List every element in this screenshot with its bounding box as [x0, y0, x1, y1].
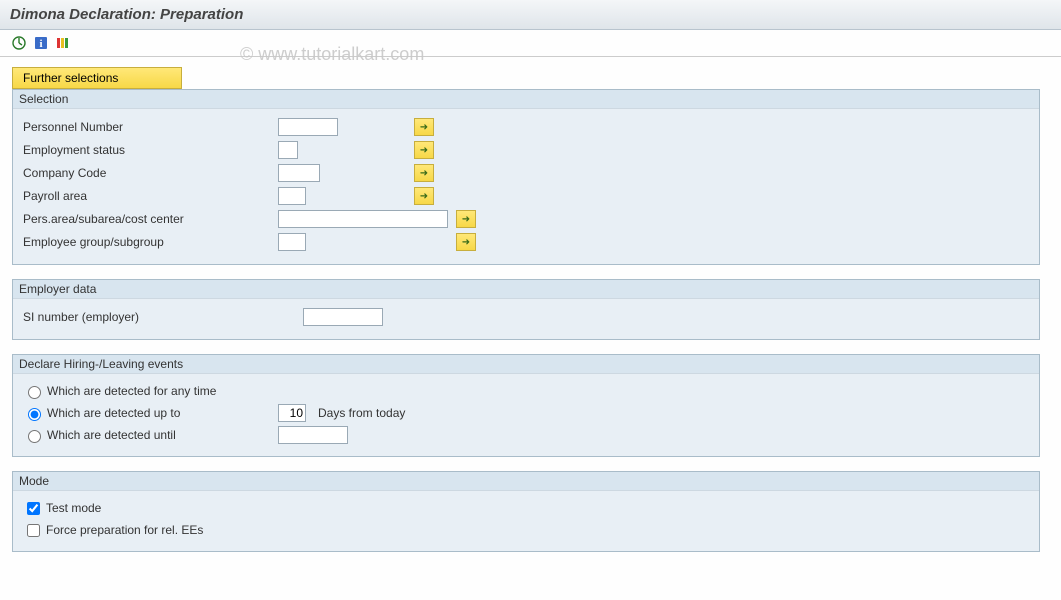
up-to-suffix: Days from today	[318, 406, 405, 420]
until-radio[interactable]	[28, 430, 41, 443]
mode-group-title: Mode	[13, 472, 1039, 490]
test-mode-checkbox[interactable]	[27, 502, 40, 515]
pers-area-input[interactable]	[278, 210, 448, 228]
employment-status-input[interactable]	[278, 141, 298, 159]
employer-group-title: Employer data	[13, 280, 1039, 298]
company-code-input[interactable]	[278, 164, 320, 182]
payroll-area-select-icon[interactable]: ➜	[414, 187, 434, 205]
up-to-radio[interactable]	[28, 408, 41, 421]
further-selections-button[interactable]: Further selections	[12, 67, 182, 89]
up-to-label: Which are detected up to	[47, 406, 180, 420]
employment-status-select-icon[interactable]: ➜	[414, 141, 434, 159]
test-mode-label: Test mode	[46, 501, 101, 515]
up-to-input[interactable]	[278, 404, 306, 422]
info-icon[interactable]: i	[32, 34, 50, 52]
employment-status-label: Employment status	[23, 143, 278, 157]
personnel-number-select-icon[interactable]: ➜	[414, 118, 434, 136]
personnel-number-label: Personnel Number	[23, 120, 278, 134]
page-title: Dimona Declaration: Preparation	[0, 0, 1061, 30]
until-label: Which are detected until	[47, 428, 176, 442]
mode-group: Mode Test mode Force preparation for rel…	[12, 471, 1040, 552]
app-toolbar: i © www.tutorialkart.com	[0, 30, 1061, 57]
any-time-radio[interactable]	[28, 386, 41, 399]
variant-icon[interactable]	[54, 34, 72, 52]
personnel-number-input[interactable]	[278, 118, 338, 136]
selection-group-title: Selection	[13, 90, 1039, 108]
content-area: Further selections Selection Personnel N…	[0, 57, 1061, 576]
payroll-area-input[interactable]	[278, 187, 306, 205]
si-number-label: SI number (employer)	[23, 310, 303, 324]
force-prep-label: Force preparation for rel. EEs	[46, 523, 203, 537]
company-code-label: Company Code	[23, 166, 278, 180]
si-number-input[interactable]	[303, 308, 383, 326]
company-code-select-icon[interactable]: ➜	[414, 164, 434, 182]
any-time-label: Which are detected for any time	[47, 384, 216, 398]
svg-text:i: i	[39, 38, 42, 50]
pers-area-select-icon[interactable]: ➜	[456, 210, 476, 228]
declare-group: Declare Hiring-/Leaving events Which are…	[12, 354, 1040, 457]
payroll-area-label: Payroll area	[23, 189, 278, 203]
employee-group-select-icon[interactable]: ➜	[456, 233, 476, 251]
until-input[interactable]	[278, 426, 348, 444]
employee-group-label: Employee group/subgroup	[23, 235, 278, 249]
employer-group: Employer data SI number (employer)	[12, 279, 1040, 340]
pers-area-label: Pers.area/subarea/cost center	[23, 212, 278, 226]
selection-group: Selection Personnel Number ➜ Employment …	[12, 89, 1040, 265]
execute-icon[interactable]	[10, 34, 28, 52]
declare-group-title: Declare Hiring-/Leaving events	[13, 355, 1039, 373]
employee-group-input[interactable]	[278, 233, 306, 251]
force-prep-checkbox[interactable]	[27, 524, 40, 537]
